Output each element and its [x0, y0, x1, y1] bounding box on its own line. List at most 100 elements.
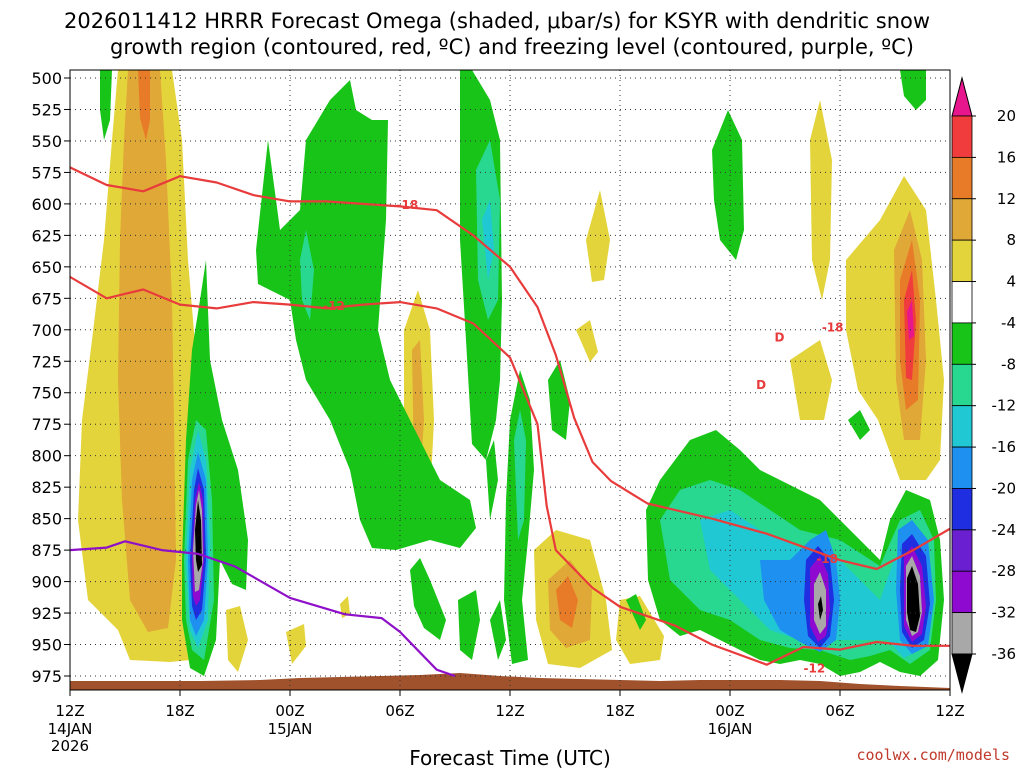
contour-labels: -18 -12 -18 D D -18 -12 [323, 198, 843, 675]
contour-label: -18 [396, 198, 418, 212]
omega-negative-16jan-aloft [712, 110, 744, 260]
omega-positive-05z-column [810, 100, 832, 300]
contour-label: -18 [822, 320, 844, 334]
y-tick-label: 600 [31, 195, 62, 214]
omega-positive-band-14jan-core [138, 70, 150, 140]
omega-negative-05z-black [818, 596, 823, 620]
colorbar-swatch [951, 488, 973, 531]
source-credit: coolwx.com/models [856, 746, 1010, 764]
omega-negative-12z-low-teal [514, 410, 526, 540]
colorbar-label: -8 [1001, 355, 1016, 373]
x-tick-date: 2026 [51, 737, 89, 755]
colorbar-label: 4 [1006, 273, 1016, 291]
omega-negative-column-18z [100, 70, 112, 140]
colorbar-swatch [951, 612, 973, 655]
colorbar-label: -32 [992, 604, 1017, 622]
colorbar-label: 16 [997, 148, 1016, 166]
colorbar-swatch [951, 281, 973, 324]
contour-label: D [756, 378, 766, 392]
y-tick-label: 675 [31, 289, 62, 308]
x-tick-date: 14JAN [48, 720, 93, 738]
plot-frame [69, 69, 951, 691]
omega-negative-15jan-inner [300, 230, 314, 320]
y-tick-label: 625 [31, 226, 62, 245]
x-tick-label: 18Z [605, 702, 634, 720]
x-tick-label: 00Z [715, 702, 744, 720]
omega-negative-15jan-broad [256, 80, 476, 550]
y-tick-label: 900 [31, 573, 62, 592]
x-tick-label: 12Z [495, 702, 524, 720]
contour-lines [70, 166, 950, 678]
x-tick-label: 12Z [55, 702, 84, 720]
colorbar-swatch [951, 239, 973, 282]
y-tick-label: 850 [31, 510, 62, 529]
y-tick-label: 550 [31, 132, 62, 151]
omega-negative-sliver-a [486, 440, 498, 520]
colorbar-swatch [951, 529, 973, 572]
x-tick-label: 06Z [825, 702, 854, 720]
omega-negative-14z-low [490, 600, 506, 660]
colorbar-label: -28 [992, 562, 1017, 580]
colorbar-label: -12 [992, 397, 1017, 415]
y-tick-label: 875 [31, 541, 62, 560]
colorbar-max-triangle [951, 76, 973, 117]
omega-positive-12z-aloft [576, 320, 598, 362]
y-tick-label: 700 [31, 321, 62, 340]
omega-negative-11z-low [458, 590, 480, 660]
colorbar-label: -20 [992, 479, 1017, 497]
x-tick-date: 15JAN [268, 720, 313, 738]
colorbar-swatch [951, 198, 973, 241]
omega-positive-15z-core [556, 576, 578, 628]
x-tick-date: 16JAN [708, 720, 753, 738]
x-tick-label: 06Z [385, 702, 414, 720]
omega-shading [70, 70, 950, 690]
x-tick-label: 00Z [275, 702, 304, 720]
y-tick-label: 800 [31, 447, 62, 466]
y-tick-label: 925 [31, 604, 62, 623]
y-tick-label: 500 [31, 69, 62, 88]
omega-positive-small-14jan [226, 606, 248, 672]
y-axis: 500 525 550 575 600 625 650 675 700 725 750 775 800 8… [31, 69, 70, 686]
colorbar-label: -4 [1001, 314, 1016, 332]
y-tick-label: 525 [31, 100, 62, 119]
chart-title-line-2: growth region (contoured, red, ºC) and f… [110, 35, 914, 59]
colorbar-swatch [951, 115, 973, 158]
contour-line [70, 166, 950, 571]
omega-negative-09z-low [410, 558, 446, 640]
omega-negative-12z-cyan [482, 200, 494, 280]
y-tick-label: 650 [31, 258, 62, 277]
y-tick-label: 750 [31, 384, 62, 403]
contour-label: -12 [803, 661, 825, 675]
chart-title-line-1: 2026011412 HRRR Forecast Omega (shaded, … [64, 9, 930, 33]
y-tick-label: 725 [31, 352, 62, 371]
colorbar-min-triangle [951, 653, 973, 694]
contour-line [70, 540, 456, 678]
omega-negative-07z-aloft [848, 410, 870, 440]
omega-negative-19z-aloft [548, 360, 570, 440]
colorbar-label: -36 [992, 645, 1017, 663]
x-tick-label: 12Z [935, 702, 964, 720]
contour-label: -12 [323, 299, 345, 313]
colorbar-label: -24 [992, 521, 1017, 539]
y-tick-label: 575 [31, 163, 62, 182]
omega-positive-10z-peak [907, 300, 914, 340]
colorbar-label: 8 [1006, 231, 1016, 249]
contour-label: -18 [816, 552, 838, 566]
y-tick-label: 775 [31, 415, 62, 434]
colorbar-swatch [951, 156, 973, 200]
colorbar-swatch [951, 570, 973, 614]
colorbar-label: -16 [992, 438, 1017, 456]
colorbar-swatch [951, 322, 973, 365]
omega-positive-06z-16jan [790, 340, 832, 420]
omega-positive-small-15jan-a [286, 624, 306, 664]
colorbar-swatch [951, 363, 973, 407]
omega-positive-band-14jan-inner [118, 70, 176, 632]
contour-label: D [775, 330, 785, 344]
omega-positive-18z-aloft [586, 190, 610, 282]
omega-negative-16jan-top [900, 70, 926, 110]
y-tick-label: 950 [31, 636, 62, 655]
y-tick-label: 825 [31, 478, 62, 497]
colorbar: 20 16 12 8 4 -4 -8 -12 -16 -20 -24 -28 -32 -36 [951, 76, 1017, 694]
